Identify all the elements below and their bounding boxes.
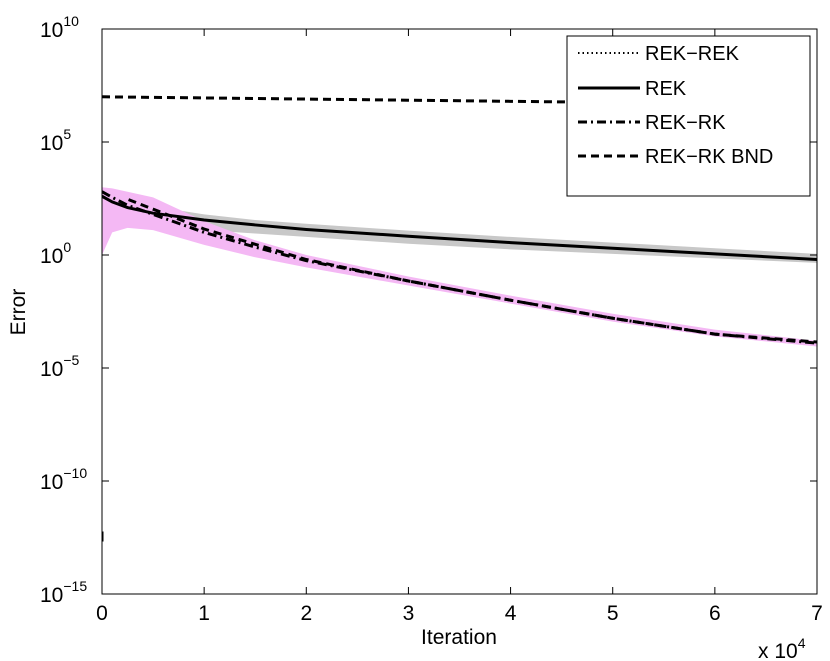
series-rek [102, 194, 817, 262]
y-tick-label: 105 [40, 126, 71, 155]
plot-frame [101, 28, 818, 595]
y-tick-exp: 0 [63, 239, 71, 255]
x-multiplier-base: x 10 [758, 640, 798, 661]
legend: REK−REK REK REK−RK REK−RK BND [566, 35, 811, 197]
y-tick-base: 10 [40, 584, 63, 607]
x-tick-label: 7 [811, 602, 823, 625]
y-tick-base: 10 [40, 471, 63, 494]
x-axis-label: Iteration [421, 626, 497, 649]
y-tick-exp: −10 [63, 465, 87, 481]
y-tick-label: 10−10 [40, 465, 87, 494]
y-tick-label: 1010 [40, 13, 79, 42]
legend-label-rek-rk: REK−RK [645, 112, 726, 134]
y-tick-exp: 5 [63, 126, 71, 142]
x-tick-label: 3 [403, 602, 415, 625]
x-tick-label: 2 [300, 602, 312, 625]
x-multiplier-exp: 4 [798, 635, 806, 651]
x-tick-label: 4 [505, 602, 517, 625]
y-tick-exp: −15 [63, 578, 87, 594]
legend-label-rek-rek: REK−REK [645, 43, 740, 65]
y-tick-base: 10 [40, 132, 63, 155]
y-axis-label: Error [7, 289, 30, 336]
y-tick-label: 10−5 [40, 352, 80, 381]
legend-label-rek: REK [645, 78, 687, 100]
x-tick-label: 0 [96, 602, 108, 625]
x-tick-label: 1 [198, 602, 210, 625]
x-tick-label: 5 [607, 602, 619, 625]
x-multiplier: x 104 [758, 635, 806, 661]
series-rek-rk-bnd-part-2 [128, 198, 817, 344]
series-rek-rk-bnd-part-1 [102, 95, 777, 106]
legend-box [566, 35, 811, 197]
legend-label-rek-rk-bnd: REK−RK BND [645, 146, 773, 168]
band-rek [102, 189, 817, 263]
y-tick-exp: 10 [63, 13, 79, 29]
y-tick-base: 10 [40, 358, 63, 381]
y-tick-label: 100 [40, 239, 71, 268]
y-tick-label: 10−15 [40, 578, 87, 607]
y-tick-exp: −5 [63, 352, 79, 368]
x-tick-label: 6 [709, 602, 721, 625]
y-tick-base: 10 [40, 19, 63, 42]
y-tick-base: 10 [40, 245, 63, 268]
series-rek-rk [102, 190, 817, 345]
